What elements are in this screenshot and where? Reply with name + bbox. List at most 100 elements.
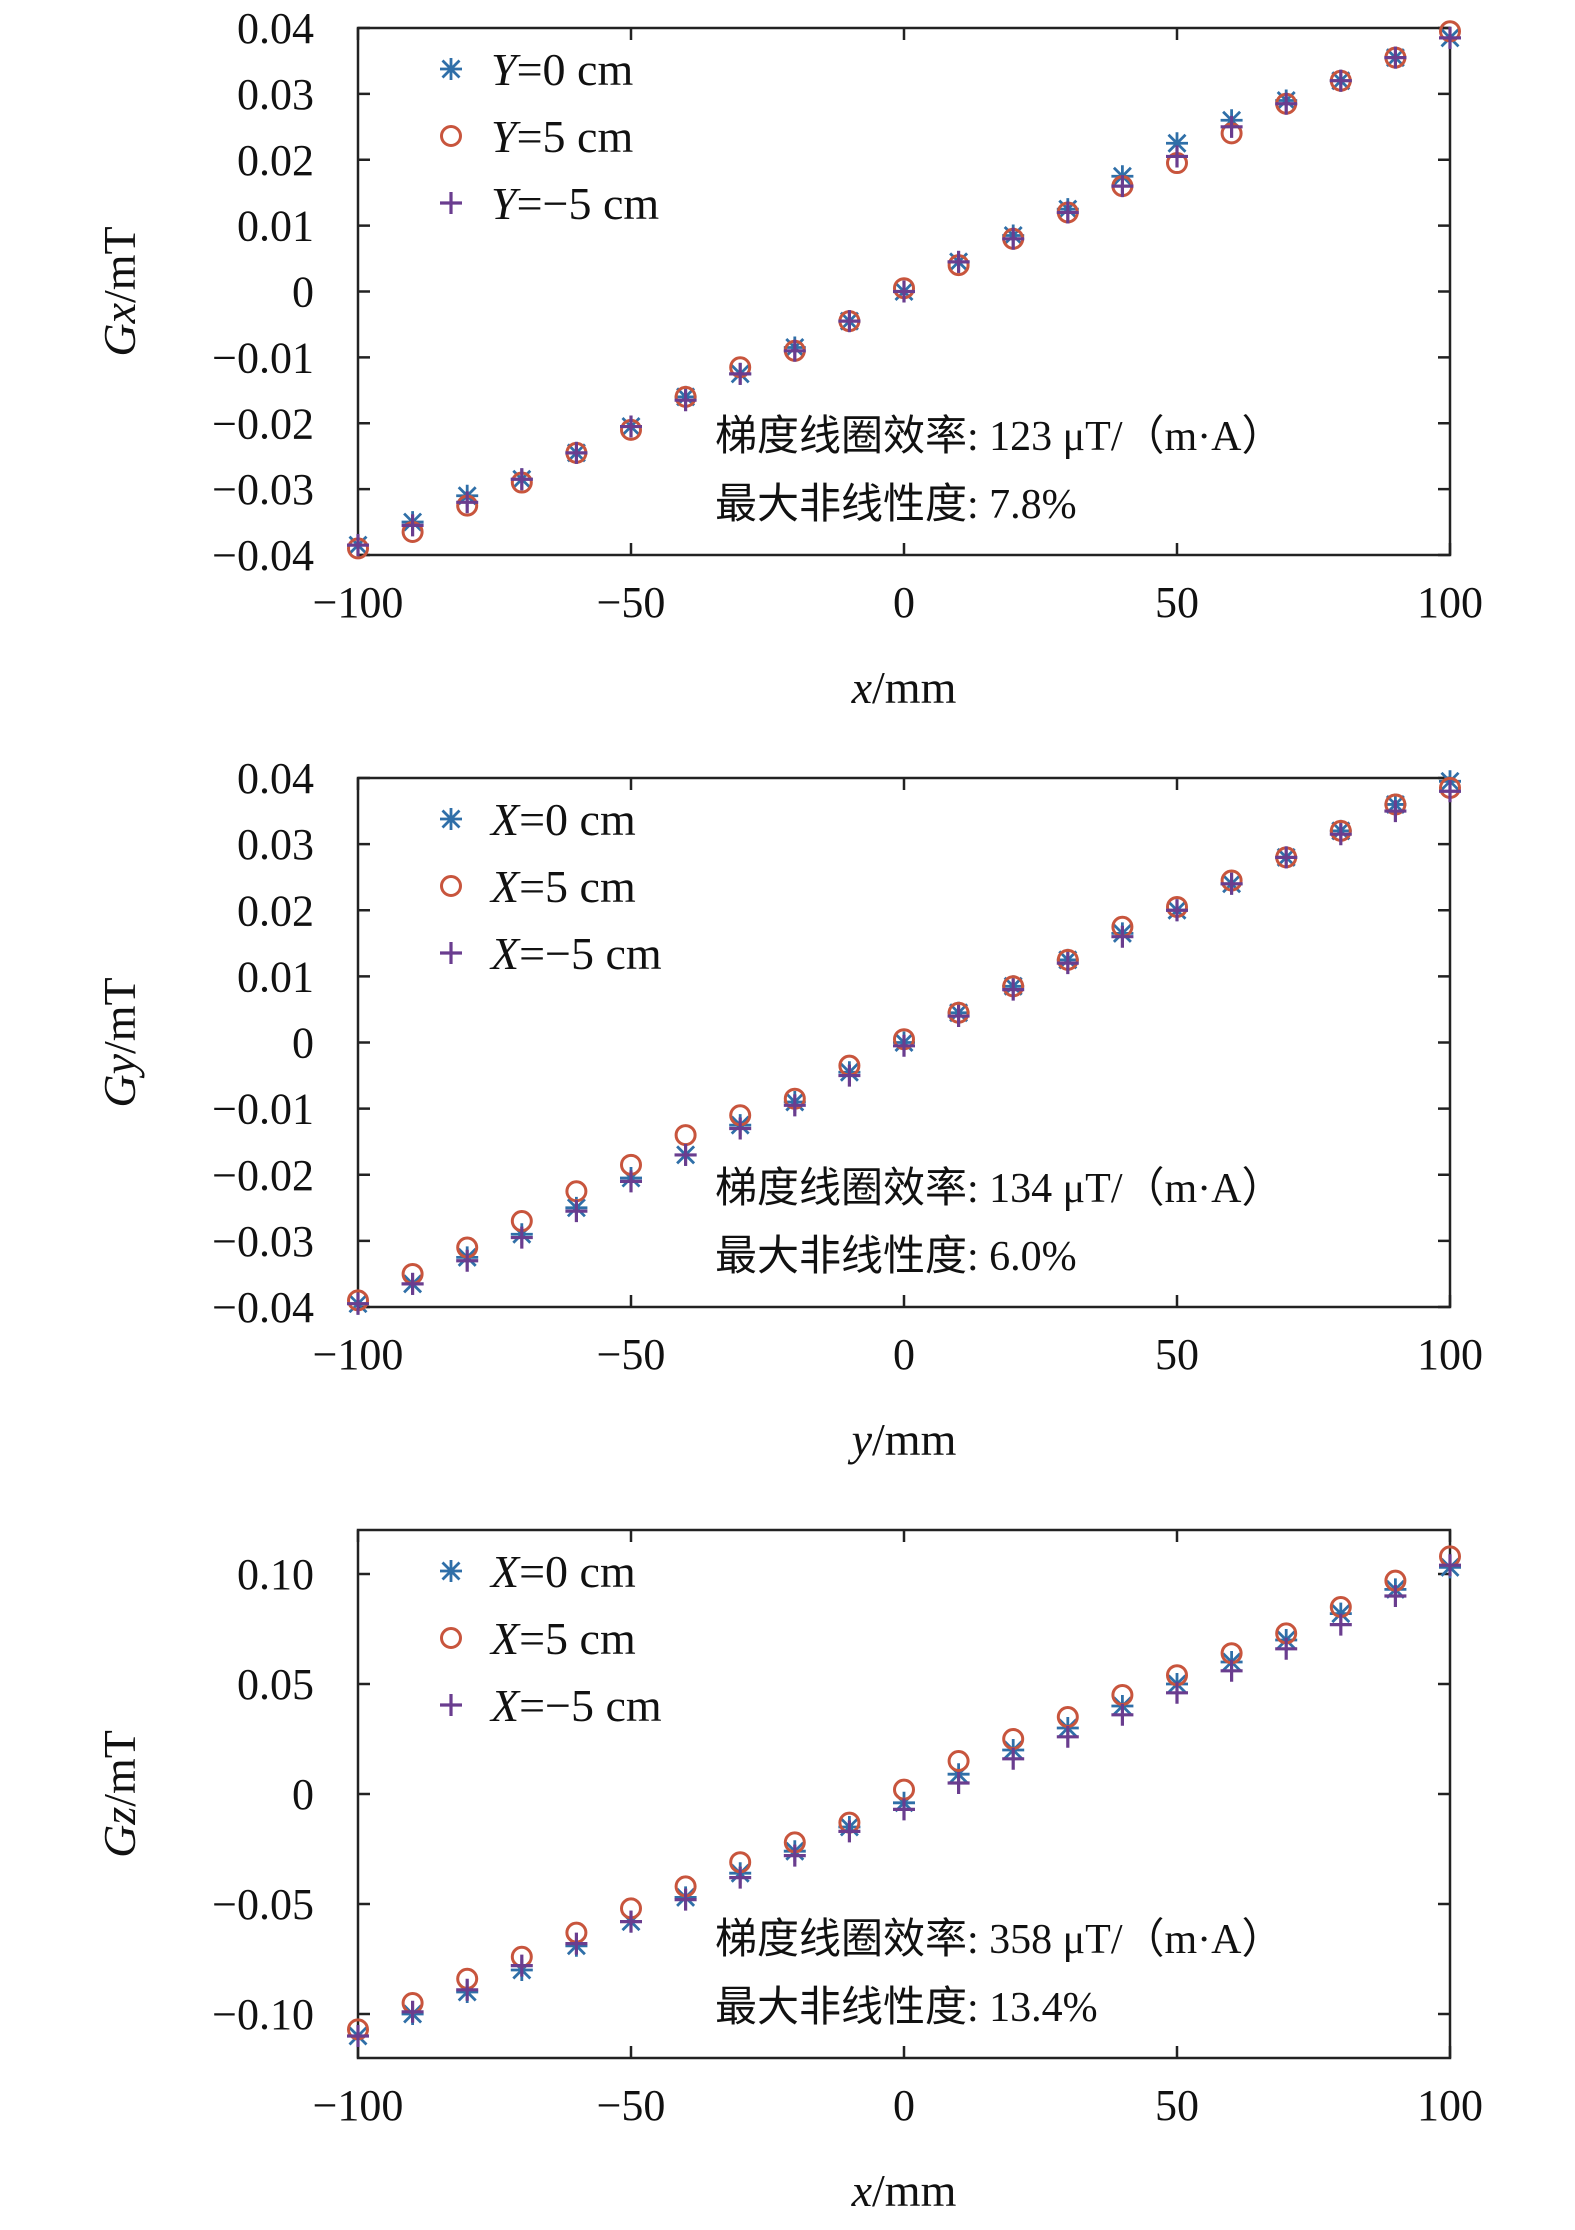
y-tick-label: 0.10 xyxy=(237,1550,314,1599)
series-3 xyxy=(347,26,1461,557)
legend-marker xyxy=(440,125,462,147)
y-axis-label: Gy/mT xyxy=(94,977,145,1107)
data-point xyxy=(947,1005,970,1028)
legend-label: X=−5 cm xyxy=(489,1680,662,1731)
legend-label: Y=−5 cm xyxy=(491,178,659,229)
x-tick-label: −50 xyxy=(597,2081,666,2130)
legend-marker xyxy=(440,1560,462,1582)
legend-label: X=5 cm xyxy=(489,1613,636,1664)
x-tick-label: 100 xyxy=(1417,2081,1483,2130)
data-point xyxy=(783,1844,806,1867)
legend-label: X=5 cm xyxy=(489,861,636,912)
data-point xyxy=(1056,952,1079,975)
data-point xyxy=(838,1820,861,1843)
y-tick-label: 0 xyxy=(292,1019,314,1068)
y-tick-label: −0.01 xyxy=(212,333,314,382)
x-tick-label: −100 xyxy=(313,578,404,627)
legend-marker xyxy=(440,192,462,214)
data-point xyxy=(510,468,533,491)
data-point xyxy=(893,1034,915,1057)
data-point xyxy=(783,1094,806,1117)
annotation-efficiency: 梯度线圈效率: 358 μT/（m·A） xyxy=(715,1916,1284,1963)
data-point xyxy=(729,362,752,385)
legend-marker xyxy=(440,1627,462,1649)
annotation-efficiency: 梯度线圈效率: 123 μT/（m·A） xyxy=(715,413,1284,460)
legend-entry-3: X=−5 cm xyxy=(440,928,662,979)
data-point xyxy=(1166,899,1188,922)
data-point xyxy=(456,1249,479,1272)
data-point xyxy=(1166,145,1188,168)
data-point xyxy=(1002,978,1025,1001)
data-point xyxy=(838,310,861,333)
x-tick-label: 0 xyxy=(893,2081,915,2130)
legend-marker xyxy=(440,808,462,830)
data-point xyxy=(1111,1703,1134,1726)
y-tick-label: 0.03 xyxy=(237,820,314,869)
y-tick-label: 0 xyxy=(292,1770,314,1819)
y-tick-label: 0.04 xyxy=(237,4,314,53)
data-point xyxy=(947,250,970,273)
series-3 xyxy=(347,1554,1461,2047)
series-3 xyxy=(347,780,1461,1315)
data-point xyxy=(1220,115,1243,138)
legend-entry-2: Y=5 cm xyxy=(440,111,633,162)
y-tick-label: 0 xyxy=(292,268,314,317)
legend-marker xyxy=(440,58,462,80)
data-point xyxy=(838,1064,861,1087)
x-tick-label: 50 xyxy=(1155,2081,1199,2130)
data-point xyxy=(347,534,369,557)
annotation-nonlinearity: 最大非线性度: 6.0% xyxy=(715,1234,1077,1280)
data-point xyxy=(1439,780,1461,803)
x-axis-label: x/mm xyxy=(851,2165,957,2216)
data-point xyxy=(1056,1725,1079,1748)
annotation-efficiency: 梯度线圈效率: 134 μT/（m·A） xyxy=(715,1165,1284,1212)
data-point xyxy=(1329,1613,1352,1636)
x-tick-label: −50 xyxy=(597,578,666,627)
x-tick-label: 0 xyxy=(893,578,915,627)
data-point xyxy=(1275,846,1298,869)
legend-entry-2: X=5 cm xyxy=(440,861,636,912)
data-point xyxy=(1384,800,1407,823)
legend-label: Y=0 cm xyxy=(491,44,633,95)
legend-entry-2: X=5 cm xyxy=(440,1613,636,1664)
data-point xyxy=(1384,46,1407,69)
data-point xyxy=(347,1292,369,1315)
y-tick-label: 0.02 xyxy=(237,136,314,185)
data-point xyxy=(456,1978,479,2001)
data-point xyxy=(1111,175,1134,198)
data-point xyxy=(893,280,915,303)
legend-entry-1: X=0 cm xyxy=(440,794,636,845)
y-tick-label: 0.04 xyxy=(237,754,314,803)
y-tick-label: −0.03 xyxy=(212,1217,314,1266)
legend-entry-3: X=−5 cm xyxy=(440,1680,662,1731)
data-point xyxy=(620,415,642,438)
data-point xyxy=(1439,1554,1461,1577)
data-point xyxy=(401,514,424,537)
x-tick-label: −100 xyxy=(313,2081,404,2130)
y-tick-label: 0.01 xyxy=(237,952,314,1001)
legend-marker xyxy=(440,942,462,964)
y-tick-label: 0.02 xyxy=(237,886,314,935)
legend-entry-1: Y=0 cm xyxy=(440,44,633,95)
data-point xyxy=(729,1117,752,1140)
legend-label: X=−5 cm xyxy=(489,928,662,979)
data-point xyxy=(565,1200,588,1223)
data-point xyxy=(510,1954,533,1977)
data-point xyxy=(620,1170,642,1193)
x-tick-label: 50 xyxy=(1155,578,1199,627)
legend-label: X=0 cm xyxy=(489,1546,636,1597)
data-point xyxy=(1329,69,1352,92)
data-point xyxy=(1002,1747,1025,1770)
data-point xyxy=(947,1750,970,1772)
y-axis-label: Gz/mT xyxy=(94,1730,145,1858)
y-tick-label: −0.05 xyxy=(212,1880,314,1929)
data-point xyxy=(510,1226,533,1249)
data-point xyxy=(1384,1585,1407,1607)
data-point xyxy=(620,1910,642,1933)
data-point xyxy=(893,1798,915,1821)
legend-entry-1: X=0 cm xyxy=(440,1546,636,1597)
data-point xyxy=(674,1143,697,1166)
data-point xyxy=(1166,132,1188,155)
data-point xyxy=(347,2025,369,2047)
